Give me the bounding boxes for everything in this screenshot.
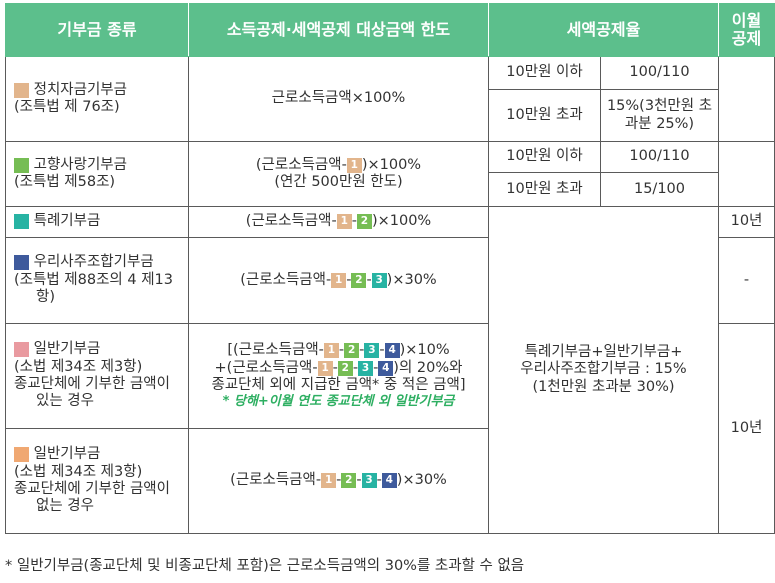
rate-value: 100/110: [600, 56, 719, 90]
badge-4: 4: [381, 473, 397, 489]
merged-rate-cell: 특례기부금+일반기부금+ 우리사주조합기부금 : 15% (1천만원 초과분 3…: [488, 206, 719, 534]
rate-label: 10만원 초과: [488, 89, 601, 142]
type-law: (소법 제34조 제3항): [14, 463, 143, 480]
header-rate: 세액공제율: [488, 3, 719, 57]
carry-cell-4: -: [718, 237, 775, 324]
footnote: * 일반기부금(종교단체 및 비종교단체 포함)은 근로소득금액의 30%를 초…: [5, 558, 525, 574]
carry-cell-1: [718, 56, 775, 142]
limit-annual-cap: (연간 500만원 한도): [274, 174, 403, 190]
type-cell-5: 5 일반기부금 (소법 제34조 제3항) 종교단체에 기부한 금액이 있는 경…: [5, 323, 189, 429]
badge-4: 4: [384, 343, 400, 359]
limit-cell-4: (근로소득금액- 1-2-3)×30%: [188, 237, 489, 324]
badge-1: 1: [323, 343, 339, 359]
limit-text: 종교단체 외에 지급한 금액* 중 적은 금액]: [211, 376, 466, 393]
limit-cell-1: 근로소득금액×100%: [188, 56, 489, 142]
badge-1: 1: [331, 272, 347, 288]
badge-2: 2: [344, 343, 360, 359]
type-cell-4: 4 우리사주조합기부금 (조특법 제88조의 4 제13항): [5, 237, 189, 324]
limit-text: +(근로소득금액-: [214, 359, 318, 376]
limit-text: )×100%: [361, 156, 422, 173]
badge-2: 2: [351, 272, 367, 288]
merged-rate-line: 우리사주조합기부금 : 15%: [520, 361, 687, 378]
limit-text: )×10%: [399, 342, 450, 359]
type-desc: 종교단체에 기부한 금액이 없는 경우: [14, 481, 170, 515]
rate-label: 10만원 이하: [488, 56, 601, 90]
badge-1: 1: [7, 82, 29, 98]
type-name: 정치자금기부금: [33, 81, 127, 98]
type-cell-1: 1 정치자금기부금 (조특법 제 76조): [5, 56, 189, 142]
type-law: (소법 제34조 제3항): [14, 358, 143, 375]
carry-cell-2: [718, 141, 775, 207]
type-cell-3: 3 특례기부금: [5, 206, 189, 238]
badge-1: 1: [317, 360, 333, 376]
badge-3: 3: [364, 343, 380, 359]
badge-3: 3: [371, 272, 387, 288]
rate-label: 10만원 초과: [488, 172, 601, 207]
carry-cell-56: 10년: [718, 323, 775, 534]
type-law: (조특법 제88조의 4 제13항): [14, 271, 173, 306]
badge-2: 2: [341, 473, 357, 489]
limit-text: (근로소득금액-: [230, 472, 322, 489]
badge-3: 3: [7, 214, 29, 230]
badge-1: 1: [336, 214, 352, 230]
rate-value: 15/100: [600, 172, 719, 207]
type-name: 일반기부금: [33, 341, 101, 358]
header-row: 기부금 종류 소득공제·세액공제 대상금액 한도 세액공제율 이월 공제: [5, 3, 775, 57]
limit-text: )×100%: [371, 213, 432, 230]
badge-3: 3: [358, 360, 374, 376]
limit-text: )의 20%와: [393, 359, 463, 376]
limit-cell-5: [(근로소득금액- 1-2-3-4)×10% +(근로소득금액- 1-2-3-4)의…: [188, 323, 489, 429]
table-row: 3 특례기부금 (근로소득금액- 1-2)×100% 특례기부금+일반기부금+ 우…: [5, 206, 775, 534]
merged-rate-line: (1천만원 초과분 30%): [532, 378, 675, 395]
badge-5: 5: [7, 342, 29, 358]
limit-text: )×30%: [396, 472, 447, 489]
limit-cell-3: (근로소득금액- 1-2)×100%: [188, 206, 489, 238]
table-row: 10만원 초과 15%(3천만원 초과분 25%): [6, 89, 775, 142]
limit-text: [(근로소득금액-: [227, 342, 324, 359]
table-row: 2 고향사랑기부금 (조특법 제58조) (근로소득금액- 1)×100% (연간…: [5, 141, 775, 207]
limit-text: (근로소득금액-: [240, 271, 332, 288]
badge-6: 6: [7, 447, 29, 463]
type-cell-6: 6 일반기부금 (소법 제34조 제3항) 종교단체에 기부한 금액이 없는 경…: [5, 428, 189, 534]
type-name: 우리사주조합기부금: [33, 254, 154, 271]
badge-1: 1: [321, 473, 337, 489]
type-law: (조특법 제58조): [14, 174, 116, 190]
limit-text: (근로소득금액-: [255, 156, 347, 173]
type-name: 특례기부금: [33, 213, 101, 230]
table-row: 1 정치자금기부금 (조특법 제 76조) 근로소득금액×100% 10만원 이…: [5, 56, 775, 142]
limit-cell-6: (근로소득금액- 1-2-3-4)×30%: [188, 428, 489, 534]
donation-deduction-table: 기부금 종류 소득공제·세액공제 대상금액 한도 세액공제율 이월 공제 1 정…: [5, 3, 775, 534]
type-name: 고향사랑기부금: [33, 156, 127, 173]
header-limit: 소득공제·세액공제 대상금액 한도: [188, 3, 489, 57]
badge-4: 4: [7, 255, 29, 271]
badge-2: 2: [356, 214, 372, 230]
type-name: 일반기부금: [33, 446, 101, 463]
badge-2: 2: [337, 360, 353, 376]
rate-value: 15%(3천만원 초과분 25%): [600, 89, 719, 142]
badge-2: 2: [7, 157, 29, 173]
badge-1: 1: [346, 157, 362, 173]
table-row: 5 일반기부금 (소법 제34조 제3항) 종교단체에 기부한 금액이 있는 경…: [5, 323, 775, 534]
header-type: 기부금 종류: [5, 3, 189, 57]
limit-text: (근로소득금액-: [245, 213, 337, 230]
rate-value: 100/110: [600, 141, 719, 173]
header-carryover: 이월 공제: [718, 3, 775, 57]
rate-label: 10만원 이하: [488, 141, 601, 173]
type-desc: 종교단체에 기부한 금액이 있는 경우: [14, 376, 170, 410]
type-law: (조특법 제 76조): [14, 99, 120, 115]
table-row: 6 일반기부금 (소법 제34조 제3항) 종교단체에 기부한 금액이 없는 경…: [5, 428, 775, 534]
badge-3: 3: [361, 473, 377, 489]
type-cell-2: 2 고향사랑기부금 (조특법 제58조): [5, 141, 189, 207]
limit-footnote: * 당해+이월 연도 종교단체 외 일반기부금: [222, 394, 455, 410]
carry-cell-3: 10년: [718, 206, 775, 238]
limit-text: )×30%: [386, 271, 437, 288]
table-row: 10만원 초과 15/100: [6, 172, 775, 207]
limit-cell-2: (근로소득금액- 1)×100% (연간 500만원 한도): [188, 141, 489, 207]
merged-rate-line: 특례기부금+일반기부금+: [524, 343, 683, 360]
badge-4: 4: [378, 360, 394, 376]
